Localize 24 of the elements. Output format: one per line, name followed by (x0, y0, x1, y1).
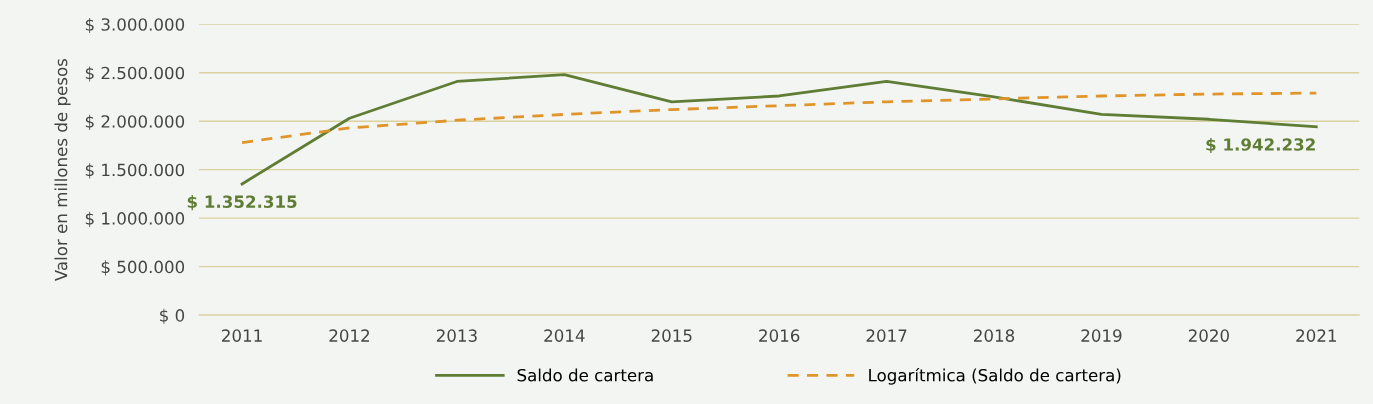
y-tick-label: $ 2.500.000 (85, 66, 185, 82)
legend-label: Logarítmica (Saldo de cartera) (869, 367, 1121, 385)
x-tick-label: 2019 (1081, 329, 1122, 342)
x-tick-label: 2021 (1296, 329, 1336, 342)
line-series (240, 73, 1318, 186)
y-tick-label: $ 500.000 (101, 260, 185, 276)
x-tick-label: 2012 (329, 329, 370, 342)
x-tick-label: 2018 (974, 329, 1015, 342)
y-axis-title: Valor en millones de pesos (54, 58, 71, 282)
legend-label: Saldo de cartera (517, 368, 653, 382)
y-tick-label: $ 0 (160, 308, 185, 324)
x-tick-label: 2020 (1188, 329, 1229, 342)
x-tick-label: 2017 (866, 329, 907, 342)
data-label: $ 1.352.315 (187, 195, 297, 211)
data-label: $ 1.942.232 (1206, 137, 1315, 154)
y-tick-label: $ 3.000.000 (85, 17, 185, 34)
x-tick-label: 2016 (759, 329, 800, 342)
x-tick-label: 2015 (651, 329, 692, 342)
y-tick-label: $ 1.500.000 (85, 163, 185, 179)
y-tick-label: $ 1.000.000 (85, 211, 185, 227)
x-tick-label: 2013 (436, 329, 477, 342)
x-tick-label: 2014 (544, 329, 585, 342)
y-tick-label: $ 2.000.000 (85, 114, 185, 130)
x-tick-label: 2011 (222, 329, 262, 342)
